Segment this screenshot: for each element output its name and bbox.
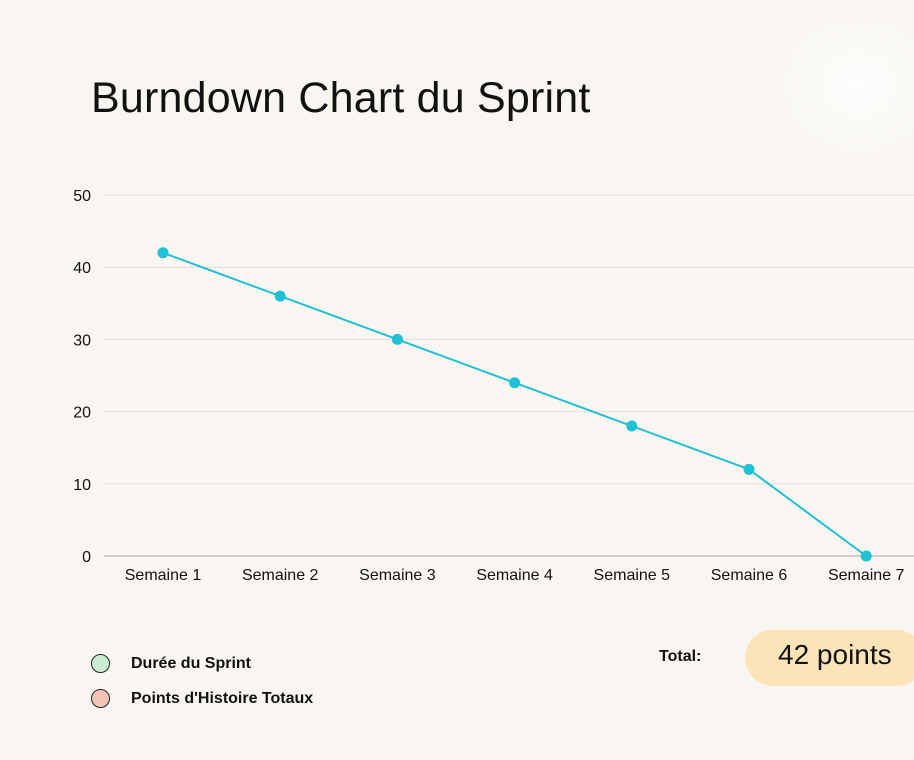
- legend-swatch: [91, 654, 110, 673]
- y-tick-label: 50: [73, 188, 91, 205]
- y-tick-label: 30: [73, 332, 91, 349]
- legend-label: Points d'Histoire Totaux: [131, 689, 314, 707]
- data-point: [274, 290, 286, 302]
- chart-title: Burndown Chart du Sprint: [91, 74, 591, 122]
- legend-label: Durée du Sprint: [131, 654, 252, 672]
- data-point: [626, 420, 638, 432]
- legend-item-sprint-duration: Durée du Sprint: [91, 646, 313, 681]
- x-tick-label: Semaine 3: [359, 567, 436, 584]
- legend-item-total-story-points: Points d'Histoire Totaux: [91, 681, 313, 716]
- data-point: [743, 463, 755, 475]
- y-tick-label: 0: [82, 549, 91, 566]
- data-point: [860, 550, 872, 562]
- legend: Durée du Sprint Points d'Histoire Totaux: [91, 646, 313, 716]
- legend-swatch: [91, 689, 110, 708]
- series-line: [162, 251, 867, 557]
- x-tick-label: Semaine 4: [476, 567, 553, 584]
- data-point: [509, 377, 521, 389]
- total-badge: 42 points: [745, 630, 914, 686]
- data-point: [391, 333, 403, 345]
- background-glow: [764, 0, 914, 170]
- y-tick-label: 10: [73, 477, 91, 494]
- burndown-line-chart: 0 10 20 30 40 50 Semaine 1 Semaine 2 Semaine 3 Se…: [73, 188, 914, 584]
- x-tick-label: Semaine 6: [711, 567, 788, 584]
- total-label: Total:: [659, 648, 702, 665]
- x-tick-label: Semaine 1: [125, 567, 202, 584]
- total-value: 42 points: [778, 639, 892, 670]
- x-tick-label: Semaine 2: [242, 567, 319, 584]
- data-point: [157, 247, 169, 259]
- y-tick-label: 20: [73, 405, 91, 422]
- y-tick-label: 40: [73, 260, 91, 277]
- x-tick-label: Semaine 5: [594, 567, 671, 584]
- x-tick-label: Semaine 7: [828, 567, 905, 584]
